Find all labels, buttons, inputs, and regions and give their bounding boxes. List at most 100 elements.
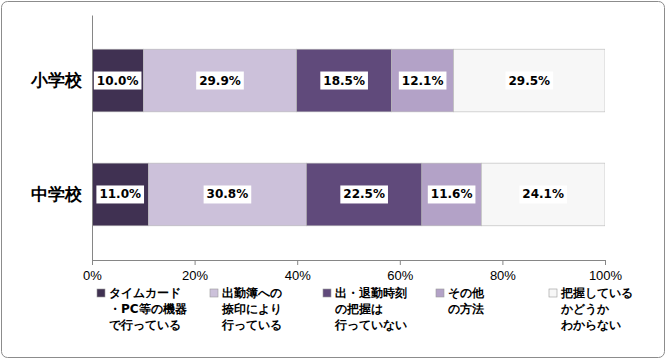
data-label-box [399, 72, 447, 90]
data-label-group: 29.5% [506, 72, 554, 90]
bar-segment [422, 163, 482, 226]
x-tick: 0% [83, 260, 102, 283]
x-tick-label: 40% [285, 268, 311, 283]
x-tick-label: 60% [387, 268, 413, 283]
y-tick: 中学校 [31, 185, 92, 204]
x-tick: 80% [490, 260, 516, 283]
bar-segment [306, 163, 421, 226]
legend-label-line: 把握している [560, 286, 633, 300]
data-label-box [94, 72, 142, 90]
bar-segment [454, 49, 605, 112]
x-axis-line [93, 261, 606, 266]
legend-label-line: タイムカード [109, 286, 181, 300]
bar-segment [297, 49, 392, 112]
legend-label-line: その他 [448, 286, 485, 300]
legend-item: 出・退勤時刻の把握は行っていない [323, 286, 407, 332]
legend-label-line: 行っている [221, 318, 282, 332]
bar-segment [481, 163, 605, 226]
legend-swatch [210, 289, 218, 297]
bar-segment [92, 49, 143, 112]
y-axis-line [92, 16, 93, 261]
x-tick-label: 80% [490, 268, 516, 283]
data-label-box [519, 185, 567, 203]
x-tick-mark [605, 260, 606, 265]
x-tick: 20% [182, 260, 208, 283]
legend-label-line: の方法 [448, 302, 484, 316]
data-label-group: 11.6% [428, 185, 476, 203]
x-axis: 0% 20% 40% 60% 80% 100% [83, 260, 622, 283]
data-label: 10.0% [97, 74, 139, 88]
data-label-group: 29.9% [196, 72, 244, 90]
legend-label-line: 行っていない [334, 318, 407, 332]
chart: 10.0% 11.0% 29.9% 30.8% 18.5% 22.5% 12.1% 11.6%… [0, 0, 666, 359]
bars [92, 49, 605, 226]
x-tick-mark [297, 260, 298, 265]
data-label-box [320, 72, 368, 90]
data-label-group: 11.0% [96, 185, 144, 203]
legend-label-line: で行っている [109, 318, 181, 332]
x-tick: 100% [589, 260, 623, 283]
data-label: 24.1% [522, 187, 564, 201]
x-tick-mark [502, 260, 503, 265]
data-label: 29.9% [199, 74, 241, 88]
data-label-box [96, 185, 144, 203]
legend-swatch [97, 289, 105, 297]
data-label-box [204, 185, 252, 203]
legend-item: 把握しているかどうかわからない [549, 286, 633, 332]
y-tick-label: 中学校 [31, 185, 83, 204]
x-tick-mark [92, 260, 93, 265]
data-label-box [196, 72, 244, 90]
legend-item: その他の方法 [436, 286, 485, 316]
x-tick: 40% [285, 260, 311, 283]
data-label: 29.5% [509, 74, 551, 88]
bar-segment [92, 163, 148, 226]
data-label-group: 12.1% [399, 72, 447, 90]
legend-swatch [436, 289, 444, 297]
data-label: 30.8% [207, 187, 249, 201]
data-label-group: 30.8% [204, 185, 252, 203]
x-tick: 60% [387, 260, 413, 283]
x-tick-mark [195, 260, 196, 265]
legend-swatch [549, 289, 557, 297]
y-tick-label: 小学校 [30, 71, 83, 90]
data-label-box [428, 185, 476, 203]
data-label-box [506, 72, 554, 90]
data-labels: 10.0% 11.0% 29.9% 30.8% 18.5% 22.5% 12.1% 11.6%… [94, 72, 567, 204]
data-label-group: 10.0% [94, 72, 142, 90]
bar-segment [143, 49, 296, 112]
data-label: 11.6% [431, 187, 473, 201]
legend-item: 出勤簿への捺印により行っている [210, 286, 282, 332]
x-tick-label: 0% [83, 268, 102, 283]
data-label-group: 18.5% [320, 72, 368, 90]
bar-segment [148, 163, 306, 226]
data-label-group: 24.1% [519, 185, 567, 203]
chart-frame [2, 2, 665, 358]
legend: タイムカード・PC等の機器で行っている出勤簿への捺印により行っている出・退勤時刻… [97, 286, 633, 332]
y-tick: 小学校 [30, 71, 92, 90]
legend-label: 出勤簿への捺印により行っている [221, 286, 282, 332]
data-label: 18.5% [323, 74, 365, 88]
legend-label: 出・退勤時刻の把握は行っていない [334, 286, 407, 332]
data-label: 12.1% [402, 74, 444, 88]
legend-label-line: 出・退勤時刻 [335, 286, 407, 300]
legend-label-line: 捺印により [221, 302, 282, 316]
legend-label: その他の方法 [448, 286, 485, 316]
legend-label-line: ・PC等の機器 [109, 302, 187, 316]
legend-swatch [323, 289, 331, 297]
x-tick-label: 100% [589, 268, 623, 283]
data-label: 22.5% [343, 187, 385, 201]
legend-label-line: わからない [560, 318, 621, 332]
y-axis: 小学校中学校 [30, 16, 93, 261]
data-label-box [340, 185, 388, 203]
legend-label: 把握しているかどうかわからない [560, 286, 633, 332]
legend-label-line: 出勤簿への [222, 286, 282, 300]
bar-segment [392, 49, 454, 112]
legend-label-line: の把握は [335, 302, 383, 316]
x-tick-mark [400, 260, 401, 265]
data-label: 11.0% [99, 187, 141, 201]
x-tick-label: 20% [182, 268, 208, 283]
data-label-group: 22.5% [340, 185, 388, 203]
legend-item: タイムカード・PC等の機器で行っている [97, 286, 187, 332]
legend-label-line: かどうか [560, 302, 610, 316]
legend-label: タイムカード・PC等の機器で行っている [109, 286, 187, 332]
